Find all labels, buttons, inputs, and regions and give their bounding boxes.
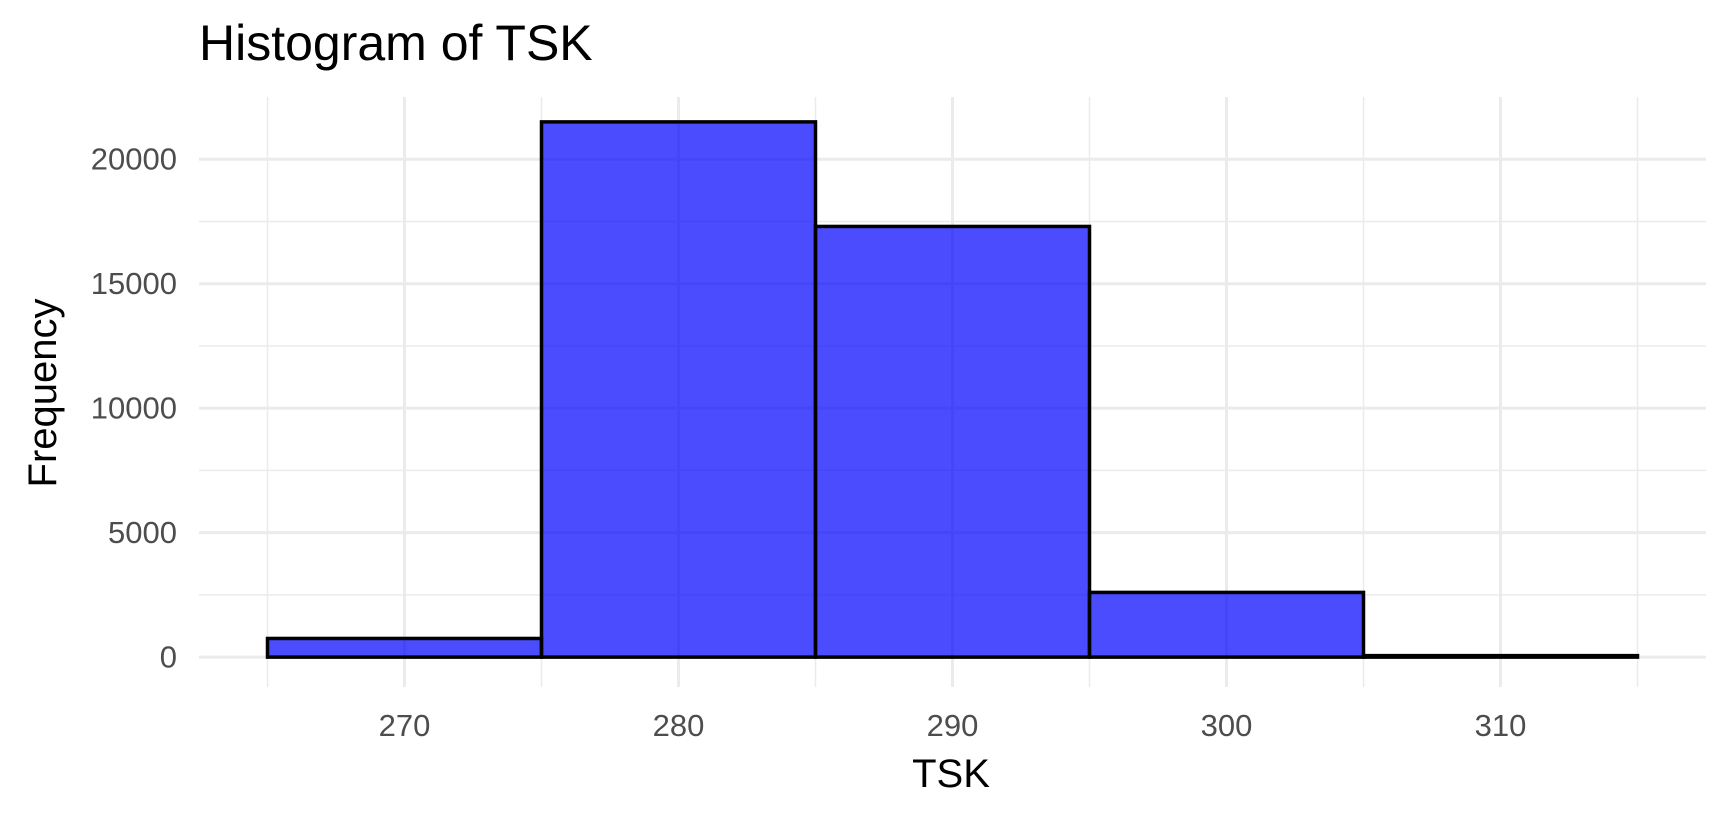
x-tick-label: 290 bbox=[927, 708, 979, 743]
y-axis-title: Frequency bbox=[21, 299, 65, 488]
histogram-bars bbox=[265, 120, 1640, 659]
x-tick-label: 300 bbox=[1201, 708, 1253, 743]
x-tick-label: 310 bbox=[1475, 708, 1527, 743]
chart-title: Histogram of TSK bbox=[199, 15, 593, 71]
y-tick-label: 20000 bbox=[91, 142, 177, 177]
x-axis-title: TSK bbox=[912, 752, 990, 796]
y-tick-label: 10000 bbox=[91, 391, 177, 426]
y-axis-ticks: 0 5000 10000 15000 20000 bbox=[91, 142, 177, 675]
x-tick-label: 280 bbox=[653, 708, 705, 743]
y-tick-label: 5000 bbox=[108, 515, 177, 550]
x-tick-label: 270 bbox=[379, 708, 431, 743]
histogram-bar bbox=[265, 636, 544, 659]
histogram-bar bbox=[539, 120, 818, 659]
y-tick-label: 0 bbox=[160, 640, 177, 675]
histogram-bar bbox=[813, 224, 1092, 659]
y-tick-label: 15000 bbox=[91, 266, 177, 301]
histogram-bar bbox=[1361, 653, 1640, 659]
x-axis-ticks: 270 280 290 300 310 bbox=[379, 708, 1527, 743]
histogram-bar bbox=[1087, 590, 1366, 659]
